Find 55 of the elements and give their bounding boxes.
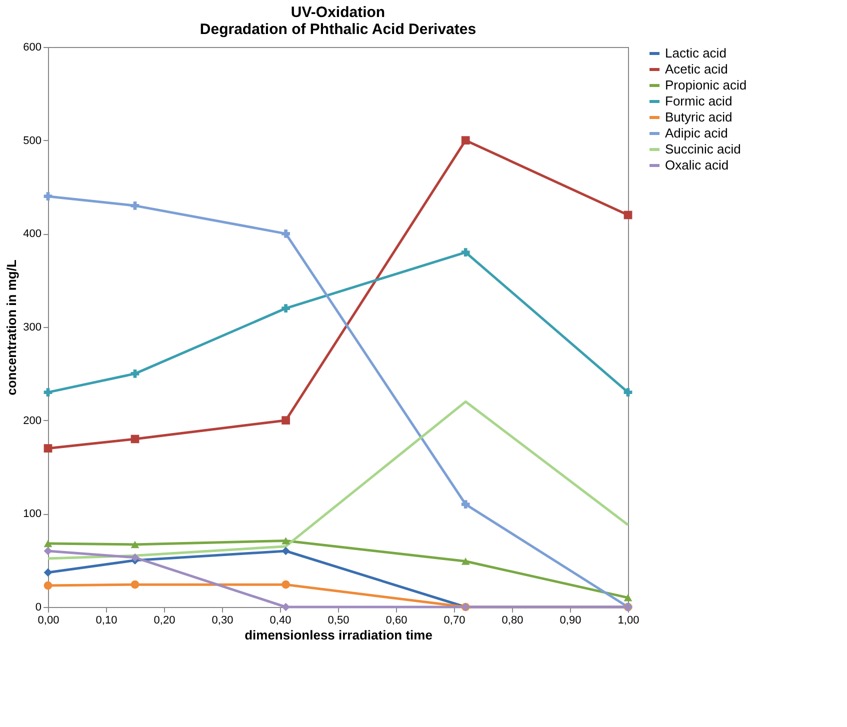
point (282, 602, 290, 612)
x-tick-label: 0,60 (386, 614, 408, 626)
point (282, 580, 290, 589)
x-tick-label: 1,00 (618, 614, 640, 626)
point (282, 416, 290, 425)
point (624, 388, 632, 397)
x-tick-label: 0,40 (270, 614, 292, 626)
legend-label: Formic acid (665, 94, 732, 108)
y-tick-label: 100 (23, 508, 42, 520)
chart-title: UV-Oxidation Degradation of Phthalic Acid Derivates (200, 4, 476, 38)
point (130, 553, 140, 562)
point (461, 248, 470, 257)
y-axis-title: concentration in mg/L (4, 260, 20, 396)
y-tick-label: 500 (23, 134, 42, 147)
x-tick-label: 0,70 (444, 614, 466, 626)
point (282, 229, 290, 238)
legend-label: Succinic acid (665, 142, 741, 156)
point (44, 388, 52, 397)
x-tick-label: 0,50 (328, 614, 350, 626)
point (624, 594, 632, 602)
point (130, 369, 140, 378)
y-tick-label: 200 (23, 414, 42, 427)
x-tick-label: 0,20 (154, 614, 176, 626)
x-tick-label: 0,90 (560, 614, 582, 626)
legend-label: Acetic acid (665, 62, 728, 76)
point (44, 540, 52, 548)
y-tick-label: 0 (35, 602, 42, 614)
legend-label: Adipic acid (665, 126, 728, 140)
x-tick-label: 0,00 (38, 614, 60, 626)
point (130, 434, 140, 444)
x-tick-label: 0,10 (96, 614, 118, 626)
point (461, 500, 470, 509)
y-tick-label: 600 (23, 42, 42, 54)
point (461, 136, 470, 145)
y-tick-label: 300 (23, 322, 42, 334)
x-tick-label: 0,30 (212, 614, 234, 626)
point (44, 581, 52, 590)
point (130, 540, 140, 548)
x-tick-label: 0,80 (502, 614, 524, 626)
point (130, 201, 140, 210)
point (44, 192, 52, 201)
point (282, 546, 290, 556)
point (624, 210, 632, 220)
point (44, 568, 52, 577)
point (282, 537, 290, 544)
legend-label: Lactic acid (665, 46, 726, 60)
legend-label: Oxalic acid (665, 158, 729, 172)
point (461, 558, 470, 565)
point (44, 444, 52, 453)
point (282, 304, 290, 313)
legend-label: Propionic acid (665, 78, 747, 92)
legend-label: Butyric acid (665, 110, 732, 124)
point (130, 580, 140, 589)
x-axis-title: dimensionless irradiation time (244, 628, 432, 642)
y-tick-label: 400 (23, 228, 42, 240)
